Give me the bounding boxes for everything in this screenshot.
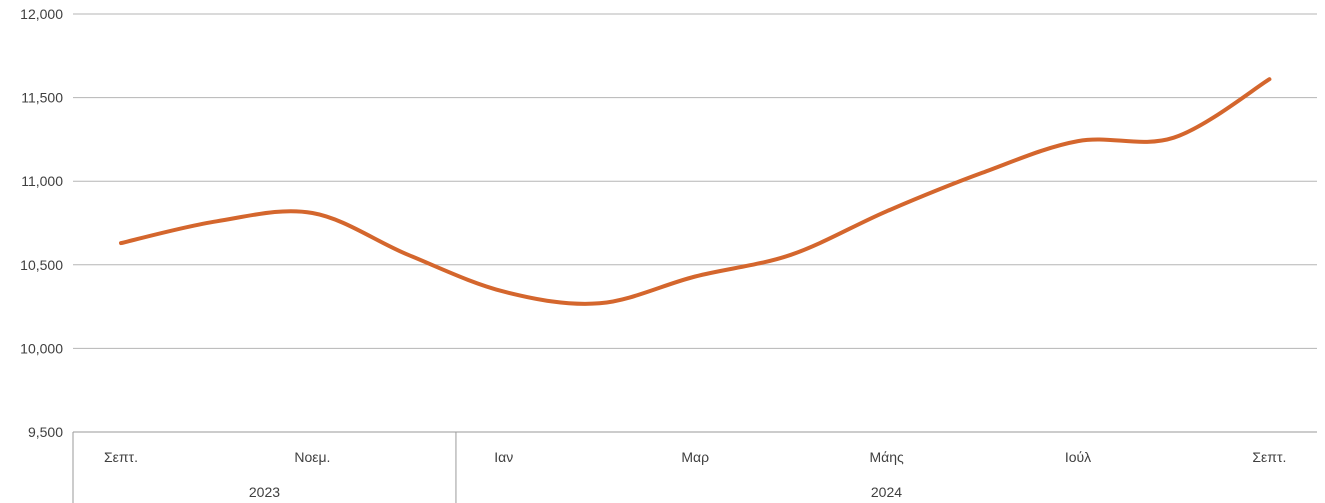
x-tick-label: Νοεμ. — [294, 449, 330, 465]
x-tick-label: Σεπτ. — [104, 449, 138, 465]
y-tick-label: 10,000 — [20, 340, 63, 356]
series-layer — [119, 77, 1272, 306]
y-axis-ticks: 9,500 10,000 10,500 11,000 11,500 12,000 — [20, 6, 63, 440]
x-group-label: 2024 — [871, 484, 902, 500]
y-tick-label: 10,500 — [20, 257, 63, 273]
y-tick-label: 12,000 — [20, 6, 63, 22]
x-tick-label: Σεπτ. — [1252, 449, 1286, 465]
y-tick-label: 11,000 — [21, 173, 63, 189]
x-axis: Σεπτ. Νοεμ. Ιαν Μαρ Μάης Ιούλ Σεπτ. 2023 2024 — [72, 431, 1317, 503]
series-line — [119, 77, 1272, 306]
y-tick-label: 9,500 — [28, 424, 63, 440]
x-tick-label: Μαρ — [681, 449, 709, 465]
y-tick-label: 11,500 — [21, 90, 63, 106]
x-tick-label: Ιούλ — [1065, 449, 1091, 465]
x-tick-label: Μάης — [869, 449, 904, 465]
gridlines — [73, 13, 1317, 349]
x-tick-label: Ιαν — [494, 449, 513, 465]
x-group-label: 2023 — [249, 484, 280, 500]
